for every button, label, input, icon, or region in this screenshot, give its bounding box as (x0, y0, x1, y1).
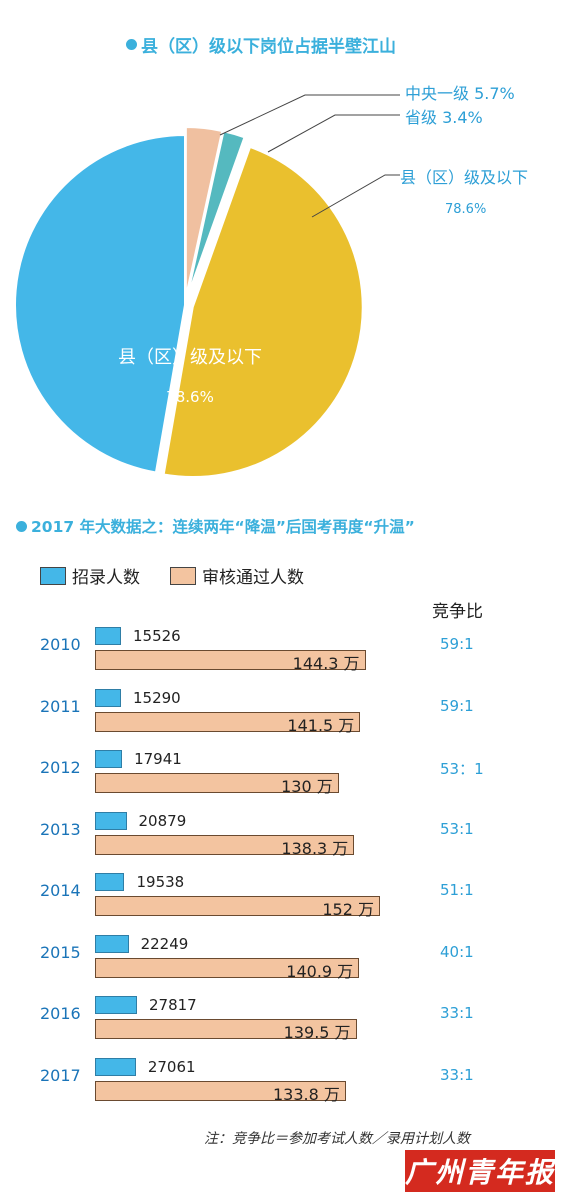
bar-recruit (95, 750, 123, 768)
label-central: 中央一级 5.7% (405, 84, 515, 103)
bar-row: 2012 17941 130 万 53：1 (0, 750, 568, 810)
bar-applicants (95, 1019, 357, 1039)
year-label: 2012 (40, 758, 81, 777)
year-label: 2017 (40, 1065, 81, 1085)
bar-legend: 招录人数 审核通过人数 (40, 563, 304, 588)
label-county: 县（区）级及以下 (400, 168, 528, 187)
bar-row: 2010 15526 144.3 万 59:1 (0, 627, 568, 687)
leader-line-provincial (267, 114, 400, 153)
value-recruit: 27061 (147, 1057, 196, 1076)
legend-label-recruit: 招录人数 (72, 568, 140, 588)
legend-swatch-recruit (40, 566, 66, 585)
bar-recruit (95, 873, 125, 891)
slice-county (14, 133, 186, 474)
value-applicants: 141.5 万 (287, 715, 355, 735)
value-ratio: 40:1 (440, 942, 474, 961)
bullet-dot-icon (126, 39, 137, 50)
year-label: 2015 (40, 942, 81, 962)
bar-recruit (95, 1057, 136, 1076)
pie-title: 县（区）级以下岗位占据半壁江山 (126, 32, 396, 57)
bar-row: 2011 15290 141.5 万 59:1 (0, 688, 568, 749)
value-applicants: 130 万 (281, 777, 333, 796)
value-ratio: 59:1 (440, 635, 474, 653)
bar-applicants (95, 773, 339, 793)
value-applicants: 139.5 万 (283, 1023, 351, 1042)
legend-swatch-applicants (170, 566, 196, 585)
value-applicants: 138.3 万 (281, 838, 349, 858)
bar-row: 2014 19538 152 万 51:1 (0, 873, 568, 933)
year-label: 2010 (40, 635, 81, 654)
bar-recruit (95, 996, 137, 1014)
leader-line-county (311, 174, 400, 218)
value-recruit: 20879 (138, 811, 187, 830)
bar-row: 2016 27817 139.5 万 33:1 (0, 996, 568, 1056)
bar-applicants (95, 1080, 346, 1101)
value-applicants: 133.8 万 (272, 1084, 340, 1104)
bar-recruit (95, 627, 121, 645)
bar-title: 2017 年大数据之：连续两年“降温”后国考再度“升温” (16, 515, 415, 537)
value-recruit: 22249 (140, 934, 189, 953)
value-applicants: 152 万 (322, 900, 374, 919)
value-applicants: 140.9 万 (286, 961, 354, 981)
slice-county-yellow (162, 145, 364, 479)
pie-title-text: 县（区）级以下岗位占据半壁江山 (141, 37, 396, 57)
value-ratio: 53:1 (440, 819, 474, 838)
bar-row: 2015 22249 140.9 万 40:1 (0, 934, 568, 995)
year-label: 2014 (40, 881, 81, 900)
value-recruit: 17941 (134, 750, 182, 768)
bullet-dot-icon (16, 520, 27, 532)
value-ratio: 51:1 (440, 881, 474, 899)
label-provincial: 省级 3.4% (405, 108, 483, 127)
pie-chart: 中央一级 5.7% 省级 3.4% 县（区）级及以下 78.6% 县（区）级及以下 78.… (14, 84, 528, 479)
footnote: 注：竞争比＝参加考试人数／录用计划人数 (204, 1131, 470, 1147)
year-label: 2016 (40, 1004, 81, 1023)
pie-inner-pct: 78.6% (166, 388, 214, 406)
value-ratio: 33:1 (440, 1065, 474, 1084)
slice-central (184, 126, 224, 298)
year-label: 2013 (40, 819, 81, 839)
slice-provincial (186, 130, 246, 298)
bar-applicants (95, 957, 360, 978)
pie-inner-label: 县（区）级及以下 (118, 347, 262, 368)
label-county-pct: 78.6% (445, 202, 486, 217)
bar-applicants (95, 711, 361, 732)
newspaper-logo: 广州青年报 (405, 1150, 555, 1192)
bar-recruit (95, 688, 121, 707)
bar-applicants (95, 896, 380, 916)
bar-applicants (95, 834, 355, 855)
value-ratio: 33:1 (440, 1004, 474, 1022)
value-ratio: 53：1 (440, 760, 484, 778)
bar-title-text: 2017 年大数据之：连续两年“降温”后国考再度“升温” (31, 518, 415, 536)
value-recruit: 19538 (136, 873, 185, 891)
legend-item-recruit: 招录人数 (40, 563, 140, 588)
value-ratio: 59:1 (440, 696, 474, 715)
bar-row: 2017 27061 133.8 万 33:1 (0, 1057, 568, 1118)
ratio-header: 竞争比 (432, 602, 483, 622)
bar-recruit (95, 811, 127, 830)
bar-applicants (95, 650, 366, 670)
year-label: 2011 (40, 696, 81, 716)
bar-row: 2013 20879 138.3 万 53:1 (0, 811, 568, 872)
value-recruit: 27817 (149, 996, 197, 1014)
value-applicants: 144.3 万 (292, 654, 360, 673)
leader-line-central (219, 94, 400, 136)
value-recruit: 15290 (133, 688, 181, 707)
bar-recruit (95, 934, 129, 953)
value-recruit: 15526 (133, 627, 181, 645)
legend-label-applicants: 审核通过人数 (202, 568, 304, 588)
legend-item-applicants: 审核通过人数 (170, 563, 304, 588)
